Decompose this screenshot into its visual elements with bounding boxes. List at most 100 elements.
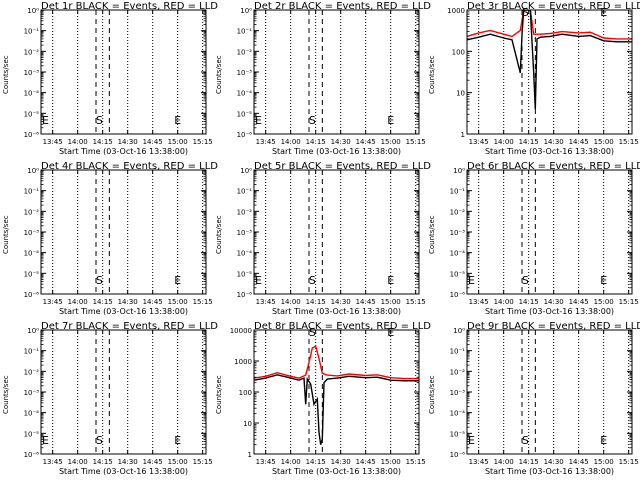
x-tick-label: 13:45 — [43, 298, 63, 306]
event-marker-e: E — [387, 114, 394, 127]
y-tick-label: 10⁻³ — [24, 69, 40, 77]
y-tick-label: 10⁻⁴ — [24, 90, 40, 98]
x-tick-label: 14:00 — [494, 298, 514, 306]
plot-frame — [40, 329, 207, 455]
event-marker-e: E — [174, 434, 181, 447]
event-marker-e: E — [468, 274, 475, 287]
event-marker-e: E — [255, 114, 262, 127]
plot-svg: 13:45 14:00 14:15 14:30 14:45 15:00 15:15 10⁰ 10… — [24, 327, 213, 466]
detector-panel-8r: 13:45 14:00 14:15 14:30 14:45 15:00 15:15 10000… — [213, 320, 431, 480]
y-tick-label: 10⁻⁴ — [237, 90, 253, 98]
x-tick-label: 14:30 — [544, 458, 564, 466]
x-tick-label: 14:30 — [118, 138, 138, 146]
event-marker-s: S — [96, 114, 103, 127]
y-tick-label: 10⁻¹ — [450, 188, 466, 196]
x-tick-label: 15:15 — [406, 298, 426, 306]
x-axis-label: Start Time (03-Oct-16 13:38:00) — [271, 307, 402, 316]
x-tick-label: 14:45 — [143, 138, 163, 146]
y-tick-label: 10⁻³ — [237, 69, 253, 77]
detector-panel-2r: 13:45 14:00 14:15 14:30 14:45 15:00 15:15 10⁰ 10… — [213, 0, 431, 160]
y-tick-label: 10⁻³ — [24, 389, 40, 397]
y-tick-label: 10 — [456, 90, 465, 98]
y-axis-label: Counts/sec — [215, 55, 223, 95]
plot-svg: 13:45 14:00 14:15 14:30 14:45 15:00 15:15 10⁰ 10… — [450, 167, 639, 306]
detector-panel-5r: 13:45 14:00 14:15 14:30 14:45 15:00 15:15 10⁰ 10… — [213, 160, 431, 320]
event-marker-e: E — [600, 274, 607, 287]
y-axis-label: Counts/sec — [2, 375, 10, 415]
y-tick-label: 10⁻⁶ — [24, 131, 40, 139]
event-marker-e: E — [600, 434, 607, 447]
y-tick-label: 10⁻⁵ — [237, 270, 253, 278]
y-tick-label: 10⁻¹ — [24, 188, 40, 196]
x-tick-label: 13:45 — [43, 458, 63, 466]
panel-title: Det 9r BLACK = Events, RED = LLD — [467, 321, 640, 332]
detector-panel-4r: 13:45 14:00 14:15 14:30 14:45 15:00 15:15 10⁰ 10… — [0, 160, 218, 320]
x-axis-label: Start Time (03-Oct-16 13:38:00) — [484, 307, 615, 316]
plot-svg: 13:45 14:00 14:15 14:30 14:45 15:00 15:15 10000… — [230, 326, 426, 466]
x-tick-label: 13:45 — [256, 138, 276, 146]
x-axis-label: Start Time (03-Oct-16 13:38:00) — [484, 147, 615, 156]
x-tick-label: 14:00 — [68, 298, 88, 306]
y-tick-label: 10⁻⁶ — [24, 451, 40, 459]
x-tick-label: 14:15 — [93, 298, 113, 306]
y-tick-label: 10⁻⁵ — [450, 270, 466, 278]
panel-title: Det 7r BLACK = Events, RED = LLD — [41, 321, 218, 332]
y-tick-label: 10⁻² — [24, 208, 40, 216]
event-marker-s: S — [96, 274, 103, 287]
x-tick-label: 15:15 — [406, 138, 426, 146]
y-tick-label: 10⁰ — [27, 7, 39, 15]
x-tick-label: 15:15 — [619, 298, 639, 306]
x-tick-label: 13:45 — [469, 458, 489, 466]
y-tick-label: 10⁻⁵ — [237, 110, 253, 118]
series-group — [467, 10, 632, 110]
panel-title: Det 8r BLACK = Events, RED = LLD — [254, 321, 431, 332]
y-tick-label: 1000 — [447, 7, 465, 15]
event-marker-e: E — [387, 274, 394, 287]
y-tick-label: 10000 — [230, 327, 252, 335]
x-tick-label: 14:00 — [494, 458, 514, 466]
x-tick-label: 14:00 — [68, 458, 88, 466]
event-marker-e: E — [174, 274, 181, 287]
y-tick-label: 10⁻³ — [24, 229, 40, 237]
y-tick-label: 10⁻¹ — [24, 28, 40, 36]
x-tick-label: 15:00 — [168, 298, 188, 306]
y-axis-label: Counts/sec — [215, 215, 223, 255]
event-marker-s: S — [522, 434, 529, 447]
x-tick-label: 14:45 — [356, 138, 376, 146]
event-marker-s: S — [522, 274, 529, 287]
y-tick-label: 10⁻¹ — [24, 348, 40, 356]
x-tick-label: 14:45 — [356, 458, 376, 466]
x-tick-label: 15:15 — [193, 138, 213, 146]
y-tick-label: 10⁻⁴ — [24, 410, 40, 418]
panel-title: Det 4r BLACK = Events, RED = LLD — [41, 161, 218, 172]
y-tick-label: 100 — [452, 48, 465, 56]
y-tick-label: 10⁻¹ — [237, 28, 253, 36]
y-tick-label: 10⁻⁶ — [24, 291, 40, 299]
event-marker-s: S — [96, 434, 103, 447]
x-axis-label: Start Time (03-Oct-16 13:38:00) — [58, 147, 189, 156]
y-axis-label: Counts/sec — [2, 55, 10, 95]
event-marker-e: E — [387, 326, 394, 339]
plot-frame — [466, 169, 633, 295]
x-tick-label: 15:00 — [594, 458, 614, 466]
x-tick-label: 14:30 — [118, 458, 138, 466]
series-line — [467, 10, 632, 110]
event-marker-s: S — [309, 274, 316, 287]
y-tick-label: 10⁻⁶ — [450, 451, 466, 459]
plot-frame — [40, 169, 207, 295]
plot-frame — [40, 9, 207, 135]
x-axis-label: Start Time (03-Oct-16 13:38:00) — [58, 307, 189, 316]
y-axis-label: Counts/sec — [215, 375, 223, 415]
plot-svg: 13:45 14:00 14:15 14:30 14:45 15:00 15:15 10⁰ 10… — [450, 327, 639, 466]
x-tick-label: 14:15 — [93, 458, 113, 466]
x-tick-label: 15:00 — [168, 458, 188, 466]
event-marker-e: E — [42, 114, 49, 127]
x-tick-label: 14:45 — [143, 298, 163, 306]
y-tick-label: 10⁰ — [453, 167, 465, 175]
detector-panel-3r: 13:45 14:00 14:15 14:30 14:45 15:00 15:15 1000 1… — [426, 0, 640, 160]
x-tick-label: 15:00 — [168, 138, 188, 146]
y-axis-label: Counts/sec — [2, 215, 10, 255]
x-tick-label: 15:00 — [594, 138, 614, 146]
event-marker-s: S — [309, 326, 316, 339]
x-tick-label: 14:00 — [68, 138, 88, 146]
